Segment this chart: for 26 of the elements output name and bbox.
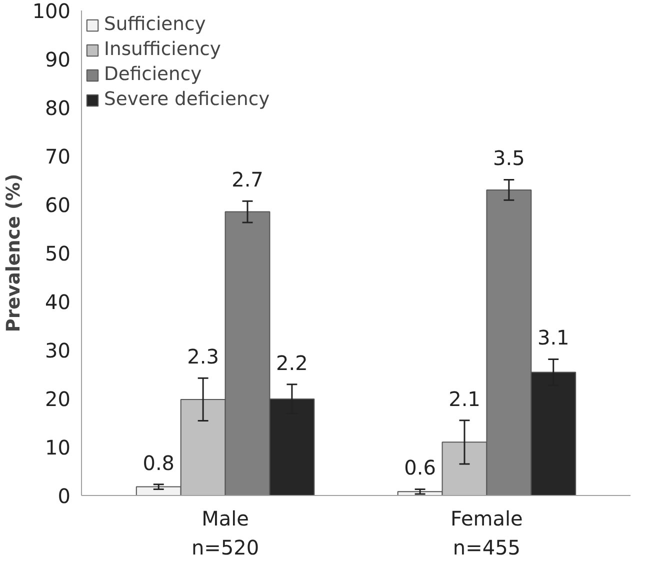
y-tick-label: 10	[45, 436, 71, 460]
y-tick-label: 80	[45, 96, 71, 120]
annotation: 2.1	[448, 386, 480, 411]
annotation: 2.7	[232, 168, 264, 192]
annotation: 3.5	[493, 146, 525, 170]
x-tick-label: Male n=520	[191, 506, 260, 560]
annotation: 3.1	[537, 326, 570, 350]
legend-label: Deficiency	[104, 64, 202, 85]
annotation: 2.2	[276, 350, 308, 375]
legend-label: Severe deficiency	[104, 89, 270, 110]
annotation: 0.6	[404, 456, 436, 480]
y-axis-title: Prevalence (%)	[3, 174, 24, 332]
y-tick-label: 70	[45, 144, 71, 168]
annotation: 0.8	[142, 450, 175, 475]
x-tick-label: Female n=455	[450, 506, 523, 560]
y-tick-label: 90	[45, 48, 71, 72]
y-tick-label: 0	[58, 484, 71, 508]
legend-label: Insufficiency	[104, 39, 221, 60]
y-tick-label: 30	[45, 338, 71, 362]
y-tick-label: 50	[45, 242, 71, 266]
legend-label: Sufficiency	[104, 14, 206, 35]
y-tick-label: 100	[32, 0, 71, 23]
y-tick-label: 20	[45, 387, 71, 411]
annotation: 2.3	[187, 344, 219, 369]
y-tick-label: 40	[45, 290, 71, 314]
y-tick-label: 60	[45, 193, 71, 217]
